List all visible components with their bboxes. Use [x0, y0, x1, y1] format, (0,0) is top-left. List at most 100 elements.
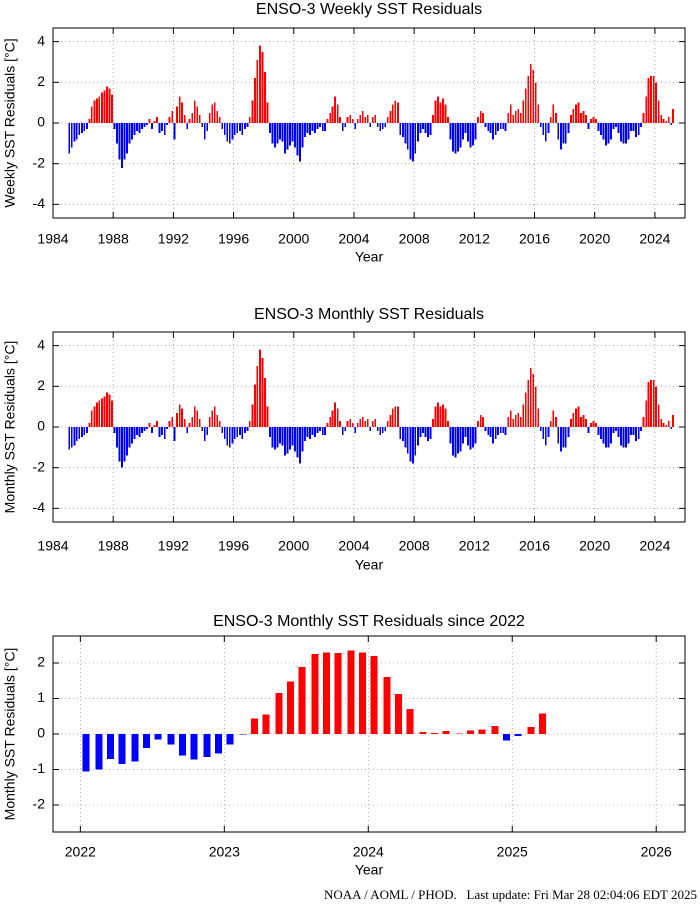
bar — [374, 114, 377, 123]
bar — [296, 427, 299, 458]
bar — [396, 102, 399, 123]
bar — [311, 654, 319, 734]
bar — [178, 96, 181, 123]
bar — [419, 427, 422, 438]
bar — [143, 734, 151, 749]
bar — [193, 406, 196, 427]
bar — [389, 414, 392, 427]
bar — [191, 112, 194, 123]
bar — [95, 734, 103, 770]
bar — [595, 422, 597, 427]
y-tick-label: 4 — [37, 336, 45, 352]
bar — [166, 123, 168, 126]
bar — [617, 123, 620, 134]
bar — [251, 404, 254, 427]
bar — [652, 380, 655, 427]
bar — [241, 427, 244, 440]
bar — [554, 416, 557, 427]
y-tick-label: 4 — [37, 32, 45, 48]
x-tick-label: 1984 — [37, 231, 68, 247]
bar — [404, 123, 407, 144]
bar — [482, 416, 484, 427]
bar — [366, 418, 369, 427]
bar — [610, 427, 612, 444]
bar — [143, 123, 146, 128]
bar — [494, 427, 497, 440]
bar — [519, 112, 522, 123]
bar — [196, 106, 199, 123]
x-tick-label: 2020 — [579, 231, 610, 247]
bar — [311, 123, 314, 132]
bar — [512, 114, 515, 123]
bar — [487, 427, 490, 436]
bar — [491, 726, 499, 734]
bar — [472, 427, 475, 448]
bar — [464, 123, 467, 134]
bar — [356, 118, 359, 123]
bar — [347, 650, 355, 734]
bar — [502, 427, 505, 434]
bar — [173, 427, 176, 442]
bar — [304, 123, 306, 138]
bar — [248, 116, 251, 123]
bar — [248, 420, 251, 427]
bar — [497, 123, 500, 132]
bar — [369, 123, 372, 128]
bar — [494, 123, 497, 136]
x-tick-label: 1992 — [158, 538, 189, 554]
bar — [442, 404, 444, 427]
bar — [625, 427, 627, 448]
bar — [484, 123, 487, 128]
bar — [279, 123, 281, 140]
bar — [101, 398, 103, 427]
bar — [131, 427, 133, 444]
bar — [233, 427, 236, 440]
bar — [635, 427, 637, 442]
bar — [146, 123, 148, 126]
bar — [612, 427, 615, 434]
bar — [444, 408, 447, 427]
bar — [321, 123, 324, 132]
bar — [168, 420, 171, 427]
bar — [98, 400, 101, 427]
bar — [442, 731, 450, 734]
bar — [176, 106, 179, 123]
bar — [665, 120, 668, 123]
bar — [379, 427, 382, 436]
bar — [459, 427, 462, 452]
x-tick-label: 2024 — [639, 538, 670, 554]
bar — [271, 123, 274, 144]
bar — [469, 427, 472, 450]
bar — [136, 123, 138, 132]
bar — [256, 59, 259, 123]
bar — [522, 404, 525, 427]
bar — [281, 123, 284, 142]
bar — [597, 427, 600, 436]
bar — [161, 123, 163, 132]
bar — [394, 406, 397, 427]
bar — [83, 123, 86, 132]
bar — [216, 110, 219, 123]
bar — [191, 416, 194, 427]
x-tick-label: 2008 — [399, 231, 430, 247]
bar — [341, 123, 344, 132]
y-tick-label: 0 — [37, 725, 45, 741]
bar — [101, 92, 103, 123]
bar — [167, 734, 175, 745]
bar — [647, 382, 650, 427]
bar — [354, 427, 357, 434]
bar — [452, 427, 454, 456]
bar — [226, 734, 234, 745]
bar — [361, 110, 364, 123]
bar — [645, 96, 648, 123]
bar — [279, 427, 281, 444]
bar — [622, 427, 625, 448]
bar — [133, 427, 136, 440]
bar — [123, 123, 126, 160]
bar — [524, 392, 527, 427]
x-tick-label: 2012 — [459, 538, 490, 554]
bar — [484, 427, 487, 432]
bar — [286, 123, 289, 150]
bar — [143, 427, 146, 432]
x-tick-label: 1988 — [98, 538, 129, 554]
